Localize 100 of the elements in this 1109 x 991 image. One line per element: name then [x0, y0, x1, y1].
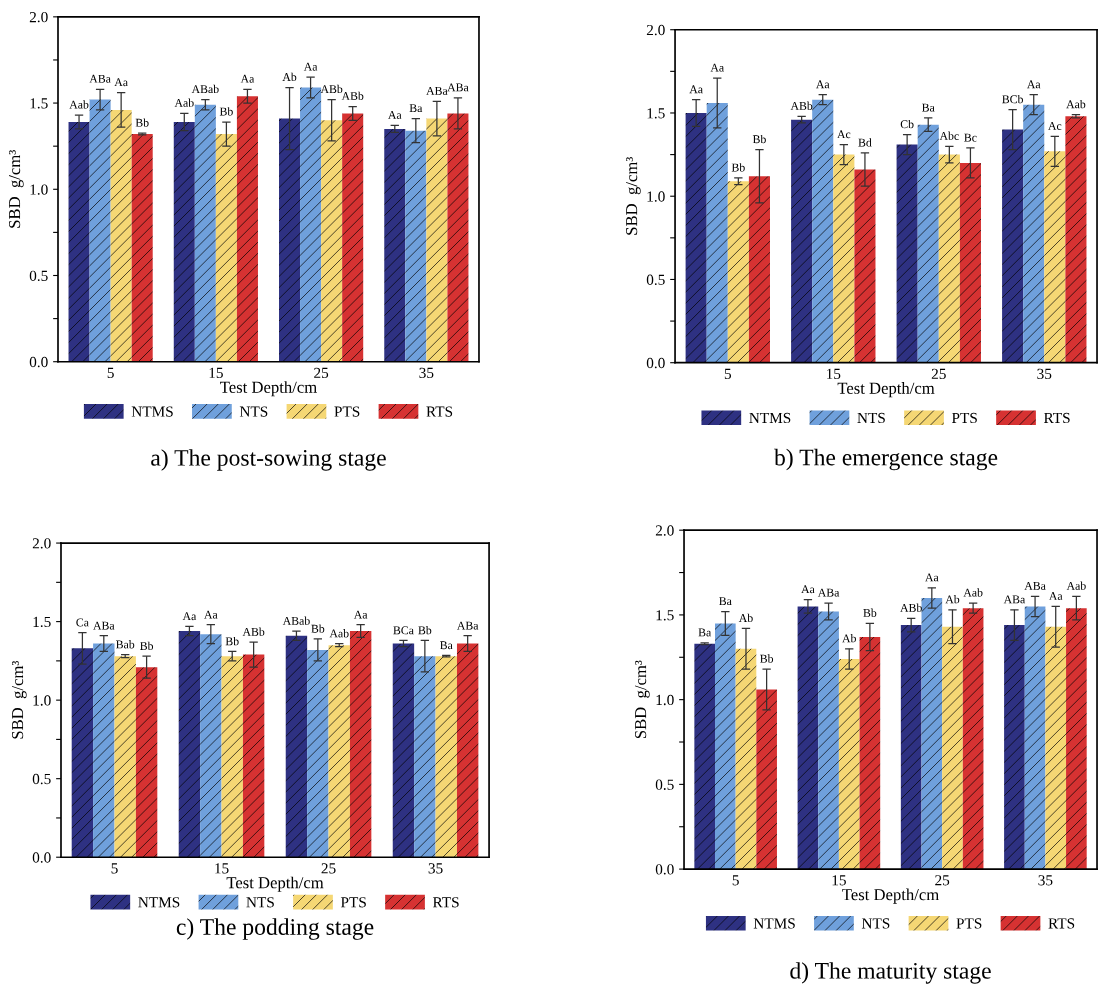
data-label: ABb: [242, 627, 265, 636]
x-tick-label: 5: [724, 368, 732, 380]
data-label: Bc: [964, 133, 977, 142]
bar: [748, 176, 770, 363]
bar: [756, 689, 777, 870]
data-label: Aab: [174, 98, 194, 107]
bar: [859, 636, 881, 870]
x-tick-label: 25: [931, 368, 946, 380]
text: b) The emergence stage: [774, 448, 998, 471]
bar: [791, 119, 813, 363]
x-axis-title: Test Depth/cm: [226, 876, 324, 892]
x-axis-title: Test Depth/cm: [837, 382, 935, 398]
bar: [833, 154, 855, 363]
bar: [221, 656, 243, 858]
y-tick-label: 0.0: [646, 357, 665, 369]
y-tick-label: 2.0: [646, 24, 665, 36]
bar: [426, 118, 448, 362]
y-tick-label: 0.5: [29, 270, 48, 282]
x-tick-label: 25: [935, 875, 950, 886]
data-label: Ba: [922, 103, 935, 112]
bar: [938, 154, 960, 363]
bar: [706, 102, 728, 363]
bar: [818, 611, 839, 870]
data-label: Aa: [204, 610, 218, 619]
y-tick-label: 1.0: [33, 695, 51, 706]
bar: [727, 181, 749, 363]
bar: [435, 656, 457, 858]
data-label: Aa: [1048, 592, 1063, 600]
data-label: Aa: [1026, 80, 1041, 89]
y-tick-label: 0.0: [655, 864, 674, 875]
y-tick-label: 0.0: [29, 356, 48, 368]
bar: [1004, 625, 1025, 870]
data-label: Aa: [353, 610, 368, 619]
data-label: Aa: [710, 63, 724, 72]
data-label: Bb: [760, 654, 774, 663]
bar: [715, 623, 736, 870]
data-label: Ba: [409, 104, 423, 113]
y-axis-title: SBD g/cm³: [635, 660, 650, 739]
bar: [900, 625, 922, 870]
bar: [200, 634, 222, 858]
data-label: ABa: [447, 83, 469, 92]
data-label: ABb: [320, 84, 343, 94]
x-tick-label: 5: [111, 863, 118, 874]
bar: [328, 645, 350, 858]
data-label: ABab: [282, 616, 310, 625]
data-label: Bb: [752, 134, 766, 144]
legend-label: NTS: [239, 406, 268, 417]
bar: [173, 122, 195, 362]
data-label: Aa: [303, 62, 318, 71]
legend-label: RTS: [1048, 918, 1075, 929]
legend-label: PTS: [340, 897, 366, 908]
bar: [685, 112, 707, 363]
x-tick-label: 35: [1037, 368, 1052, 380]
legend-label: RTS: [426, 406, 453, 417]
bar: [178, 631, 201, 858]
data-label: Aa: [388, 111, 402, 119]
data-label: Bb: [140, 641, 154, 650]
x-tick-label: 35: [1038, 875, 1053, 886]
data-label: ABa: [93, 621, 115, 630]
data-label: Aab: [329, 629, 349, 638]
legend-label: PTS: [334, 406, 360, 417]
legend-label: RTS: [432, 897, 459, 908]
bar: [797, 606, 819, 870]
bar: [838, 658, 860, 870]
y-axis-title: SBD g/cm³: [8, 150, 24, 228]
data-label: ABa: [89, 74, 111, 83]
x-tick-label: 15: [826, 368, 841, 380]
x-tick-label: 25: [321, 863, 336, 874]
bar: [917, 124, 939, 363]
data-label: Aa: [182, 612, 197, 621]
legend-label: NTMS: [753, 918, 795, 929]
text: a) The post-sowing stage: [151, 449, 386, 471]
y-tick-label: 2.0: [32, 538, 51, 549]
data-label: Bd: [858, 138, 872, 147]
x-tick-label: 5: [732, 875, 739, 886]
legend-label: NTS: [246, 897, 274, 908]
data-label: ABa: [426, 86, 448, 95]
bar: [1002, 129, 1024, 363]
data-label: Ab: [738, 613, 753, 623]
x-tick-label: 15: [215, 863, 229, 874]
bar: [114, 656, 136, 858]
bar: [236, 96, 258, 362]
data-label: Ab: [945, 595, 960, 604]
bar: [93, 643, 115, 858]
y-axis-title: SBD g/cm³: [11, 660, 27, 739]
x-tick-label: 15: [832, 875, 846, 886]
data-label: Bb: [418, 625, 432, 635]
data-label: Bb: [731, 163, 745, 172]
legend-label: NTMS: [131, 406, 173, 417]
y-tick-label: 0.5: [646, 274, 665, 285]
data-label: Ab: [282, 72, 297, 82]
bar: [942, 626, 963, 870]
data-label: ABa: [456, 621, 479, 630]
data-label: ABa: [1003, 595, 1026, 604]
data-label: Aab: [1066, 581, 1086, 590]
y-tick-label: 1.0: [30, 184, 48, 195]
data-label: Aa: [815, 80, 830, 89]
legend-label: NTS: [857, 412, 885, 424]
bar: [349, 631, 372, 858]
bar: [300, 87, 322, 362]
